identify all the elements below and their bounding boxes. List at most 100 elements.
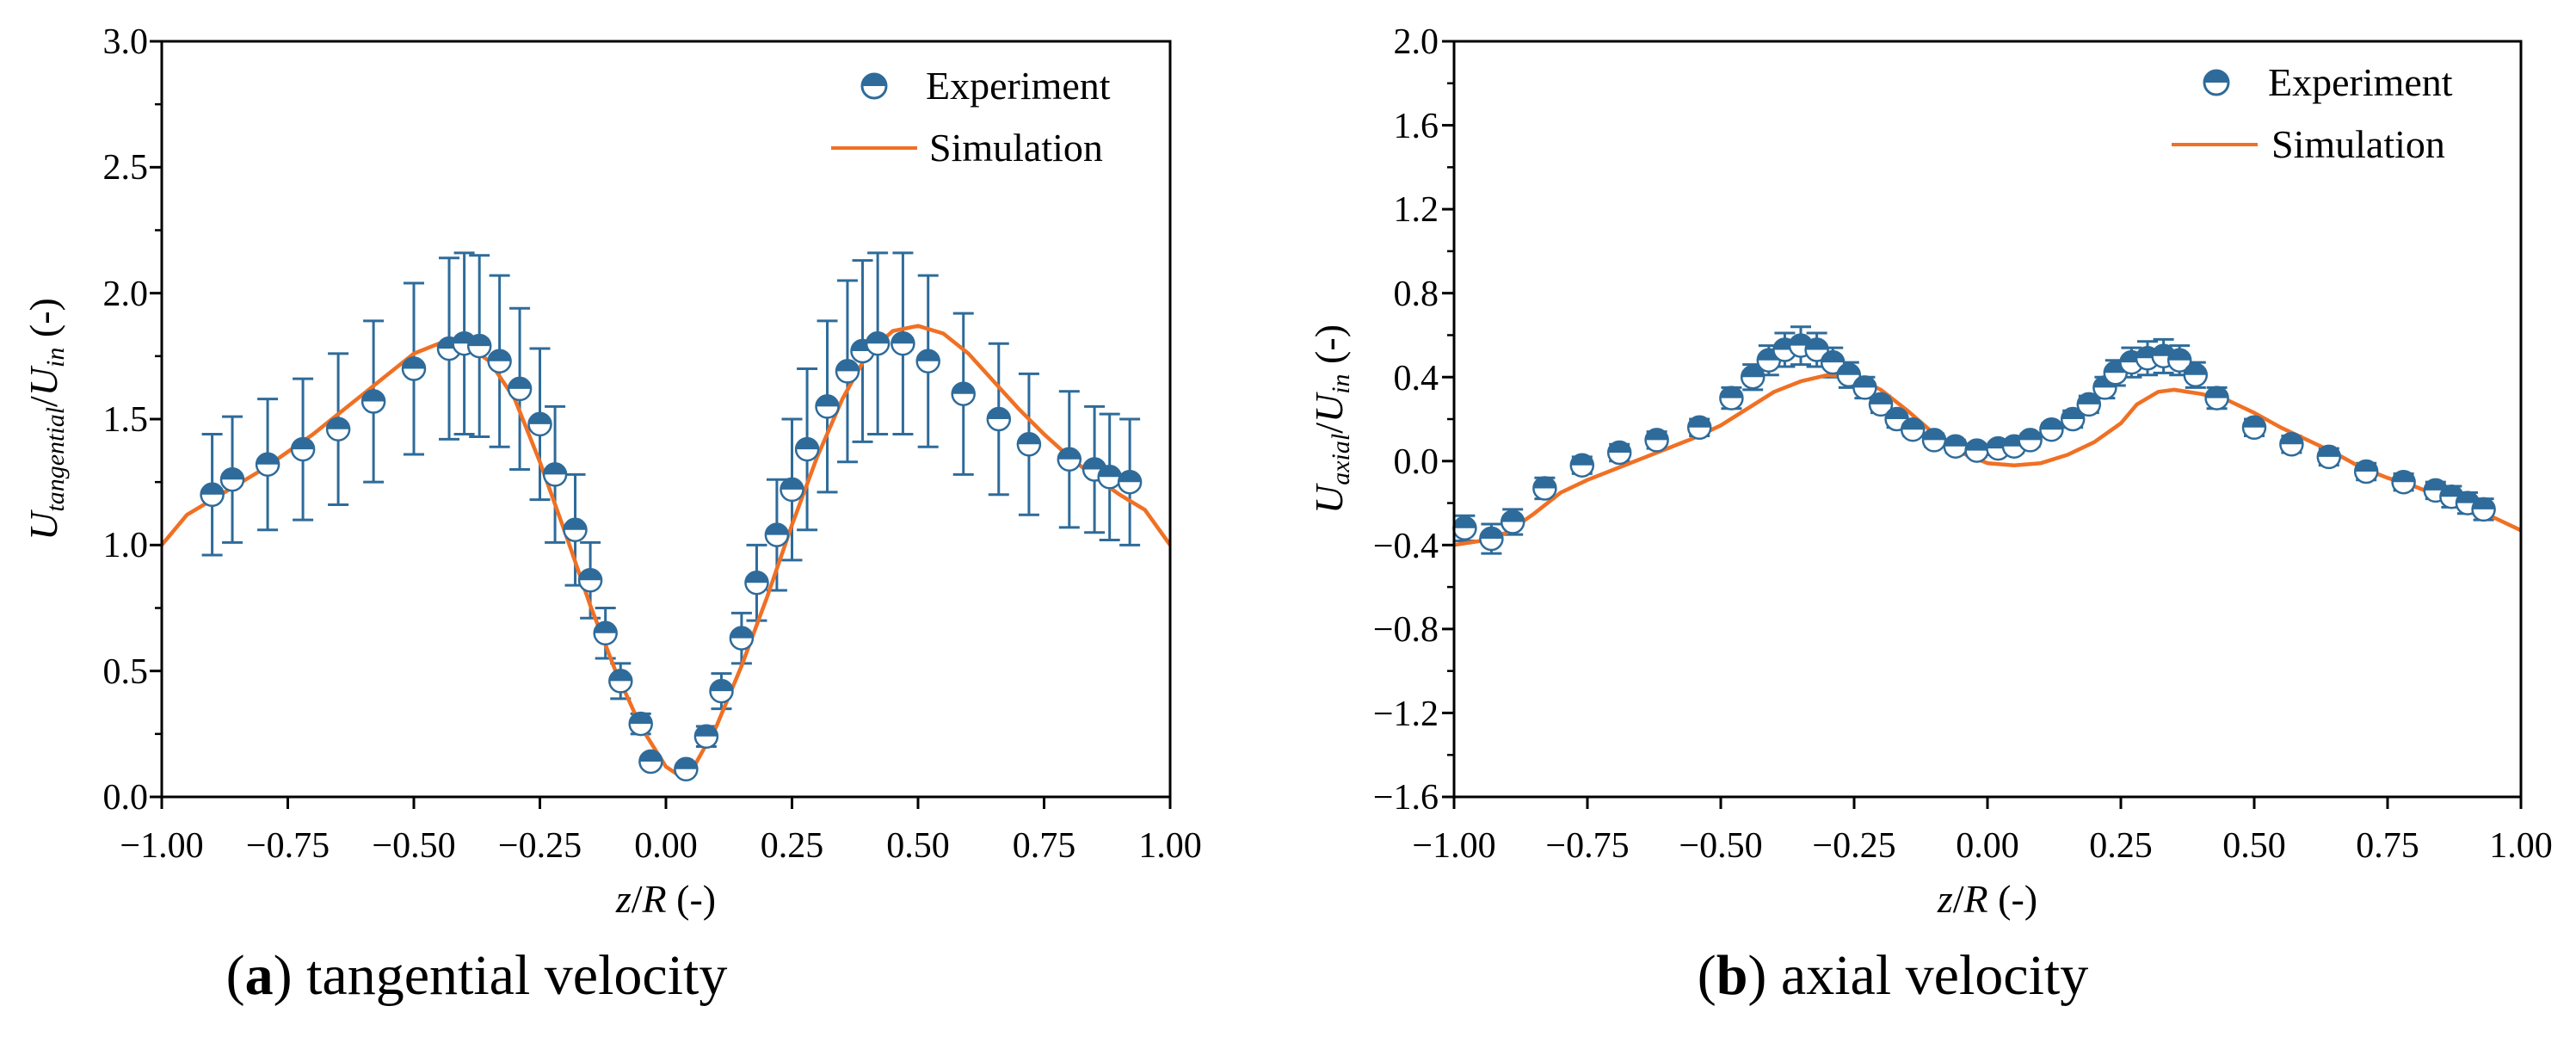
panel-b-frame [1452, 40, 2523, 799]
experiment-point [2183, 362, 2209, 388]
x-tick-label: 0.75 [2356, 826, 2419, 866]
legend-simulation-label: Simulation [929, 126, 1103, 170]
x-tick-label: −0.50 [372, 826, 455, 866]
experiment-point [674, 756, 699, 782]
x-tick-label: −0.25 [1812, 826, 1895, 866]
experiment-point [577, 568, 603, 593]
experiment-point [835, 359, 860, 384]
experiment-point [794, 436, 820, 462]
experiment-point [1117, 469, 1143, 495]
experiment-point [466, 333, 492, 359]
experiment-point [2391, 469, 2416, 495]
y-tick-label: −0.4 [1373, 527, 1439, 566]
experiment-point [1868, 392, 1894, 417]
experiment-point [1097, 465, 1122, 490]
experiment-point [986, 406, 1012, 432]
experiment-point [2471, 497, 2496, 522]
panel-a-y-tick-labels: 0.0 0.5 1.0 1.5 2.0 2.5 3.0 [103, 22, 149, 818]
legend-simulation-label: Simulation [2271, 122, 2445, 166]
y-tick-label: 0.8 [1394, 275, 1439, 314]
experiment-point [542, 462, 568, 487]
panel-a-x-tick-labels: −1.00 −0.75 −0.50 −0.25 0.00 0.25 0.50 0… [120, 826, 1201, 866]
legend-experiment-label: Experiment [2268, 60, 2453, 104]
y-tick-label: 0.5 [103, 652, 149, 692]
experiment-point [2316, 444, 2342, 470]
y-tick-label: 1.5 [103, 400, 149, 440]
x-tick-label: −0.75 [246, 826, 330, 866]
panel-a-error-bars [201, 251, 1141, 776]
y-tick-label: 2.0 [103, 275, 149, 314]
panel-b-chart: −1.00 −0.75 −0.50 −0.25 0.00 0.25 0.50 0… [1307, 22, 2553, 1007]
experiment-point [1820, 349, 1846, 375]
x-tick-label: −0.75 [1545, 826, 1629, 866]
experiment-point [2241, 415, 2267, 441]
panel-b-caption: (b) axial velocity [1698, 944, 2089, 1007]
experiment-point [815, 394, 840, 419]
experiment-point [1569, 453, 1595, 478]
panel-a-y-axis-title: Utangential/Uin (-) [22, 298, 70, 540]
x-tick-label: 0.25 [761, 826, 824, 866]
x-tick-label: 0.50 [886, 826, 950, 866]
experiment-point [219, 466, 245, 492]
experiment-point [1479, 526, 1504, 552]
experiment-point [608, 669, 633, 694]
experiment-point [2018, 428, 2043, 453]
experiment-point [1644, 428, 1669, 453]
simulation-line [162, 324, 1170, 779]
x-tick-label: 0.25 [2089, 826, 2153, 866]
panel-a-x-axis-title: z/R (-) [615, 877, 716, 921]
experiment-point [2076, 392, 2102, 417]
experiment-point [1804, 337, 1829, 362]
x-tick-label: 0.00 [634, 826, 698, 866]
panel-a-legend: Experiment Simulation [831, 64, 1111, 170]
experiment-point [1740, 364, 1766, 390]
experiment-point [628, 711, 653, 737]
experiment-point [1921, 428, 1947, 453]
x-tick-label: −0.50 [1679, 826, 1762, 866]
x-tick-label: 0.00 [1956, 826, 2019, 866]
y-tick-label: 2.0 [1394, 22, 1439, 62]
experiment-point [290, 436, 316, 462]
panel-a-caption-text: tangential velocity [293, 944, 728, 1007]
x-tick-label: 1.00 [2489, 826, 2553, 866]
experiment-point [891, 330, 915, 356]
x-tick-label: 1.00 [1138, 826, 1202, 866]
x-tick-label: 0.75 [1013, 826, 1076, 866]
experiment-point [1532, 476, 1557, 501]
panel-a-simulation-series [162, 324, 1170, 779]
experiment-point [1016, 432, 1042, 457]
experiment-marker-icon [860, 72, 888, 100]
experiment-point [1500, 509, 1525, 534]
panel-a-ticks [150, 40, 1172, 809]
experiment-point [200, 482, 225, 508]
experiment-point [638, 749, 663, 775]
experiment-point [255, 452, 280, 477]
experiment-point [729, 626, 755, 651]
experiment-point [1852, 375, 1877, 400]
experiment-point [1452, 515, 1477, 541]
experiment-point [1686, 415, 1712, 441]
panel-b-caption-text: axial velocity [1766, 944, 2088, 1007]
experiment-point [764, 522, 790, 547]
experiment-point [1964, 438, 1989, 463]
y-tick-label: 2.5 [103, 148, 149, 188]
y-tick-label: −1.6 [1373, 778, 1439, 818]
panel-b-legend: Experiment Simulation [2172, 60, 2453, 166]
experiment-point [527, 411, 552, 437]
experiment-point [1719, 386, 1744, 410]
x-tick-label: −1.00 [1412, 826, 1495, 866]
y-tick-label: 1.0 [103, 526, 149, 565]
experiment-marker-icon [2203, 69, 2230, 96]
experiment-point [593, 620, 618, 646]
experiment-point [2060, 406, 2086, 432]
experiment-point [1606, 440, 1632, 466]
y-tick-label: 0.0 [103, 778, 149, 818]
panel-b-x-tick-labels: −1.00 −0.75 −0.50 −0.25 0.00 0.25 0.50 0… [1412, 826, 2552, 866]
panel-a-chart: −1.00 −0.75 −0.50 −0.25 0.00 0.25 0.50 0… [22, 22, 1202, 1007]
experiment-point [361, 389, 386, 414]
experiment-point [915, 349, 940, 373]
experiment-point [744, 570, 769, 596]
experiment-point [1057, 447, 1082, 472]
legend-experiment-label: Experiment [926, 64, 1111, 108]
